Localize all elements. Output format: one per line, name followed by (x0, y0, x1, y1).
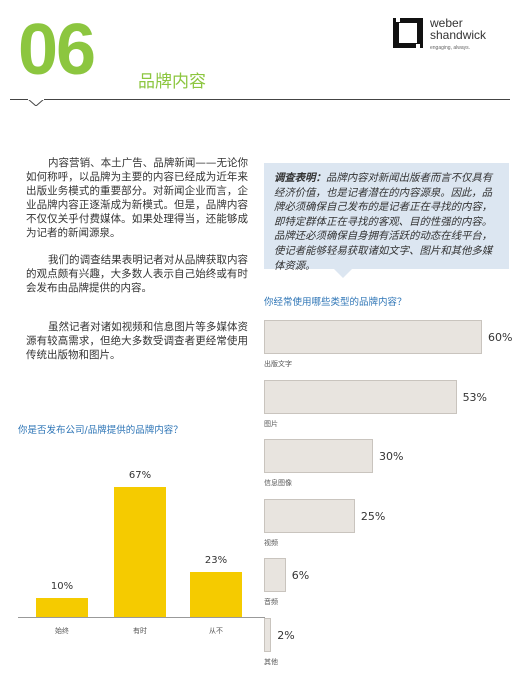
weber-shandwick-logo-icon (393, 18, 423, 48)
hbar-5 (264, 617, 272, 652)
hbar-category-2: 信息图像 (264, 479, 292, 487)
hbar-value-5: 2% (277, 628, 295, 642)
hbar-category-5: 其他 (264, 657, 278, 666)
hbar-value-4: 6% (291, 569, 310, 582)
column-chart-title: 你是否发布公司/品牌提供的品牌内容？ (18, 425, 183, 436)
vbar-2 (190, 572, 242, 617)
vbar-1 (114, 487, 166, 617)
hbar-value-0: 60% (488, 331, 513, 344)
column-chart-axis (18, 617, 265, 618)
body-paragraph-3: 虽然记者对诸如视频和信息图片等多媒体资源有较高需求，但绝大多数受调查者更经常使用… (26, 321, 248, 361)
vbar-value-2: 23% (204, 555, 228, 567)
logo-name-line1: weber (430, 16, 463, 30)
divider-notch-icon (28, 98, 44, 106)
callout-pointer-icon (334, 269, 352, 278)
logo-name-line2: shandwick (430, 28, 487, 42)
hbar-value-1: 53% (462, 390, 488, 404)
logo-tagline: engaging, always. (430, 45, 471, 51)
hbar-0 (264, 320, 482, 354)
hbar-2 (264, 439, 373, 473)
vbar-value-0: 10% (50, 580, 74, 592)
hbar-category-4: 音频 (264, 598, 278, 606)
body-paragraph-1: 内容营销、本土广告、品牌新闻——无论你如何称呼，以品牌为主要的内容已经成为近年来… (26, 157, 248, 239)
section-title: 品牌内容 (138, 72, 206, 92)
vbar-category-0: 始终 (55, 627, 69, 635)
horizontal-chart-title: 你经常使用哪些类型的品牌内容？ (264, 297, 407, 308)
section-number: 06 (18, 10, 96, 90)
callout-label: 调查表明： (274, 172, 326, 184)
hbar-category-0: 出版文字 (264, 360, 292, 368)
vbar-category-1: 有时 (133, 627, 147, 635)
vbar-value-1: 67% (128, 470, 152, 481)
header-divider (10, 99, 510, 100)
callout-text: 品牌内容对新闻出版者而言不仅具有经济价值，也是记者潜在的内容源泉。因此，品牌必须… (274, 172, 493, 272)
hbar-value-3: 25% (360, 509, 386, 523)
hbar-1 (264, 379, 457, 414)
hbar-value-2: 30% (379, 450, 404, 463)
body-paragraph-2: 我们的调查结果表明记者对从品牌获取内容的观点颇有兴趣，大多数人表示自己始终或有时… (26, 254, 248, 294)
vbar-0 (36, 597, 88, 617)
survey-callout: 调查表明：品牌内容对新闻出版者而言不仅具有经济价值，也是记者潜在的内容源泉。因此… (264, 163, 509, 272)
hbar-category-1: 图片 (264, 419, 278, 428)
hbar-category-3: 视频 (264, 538, 278, 547)
logo-wordmark: weber shandwick (430, 17, 486, 41)
vbar-category-2: 从不 (209, 627, 223, 635)
hbar-3 (264, 498, 355, 533)
hbar-4 (264, 558, 286, 592)
